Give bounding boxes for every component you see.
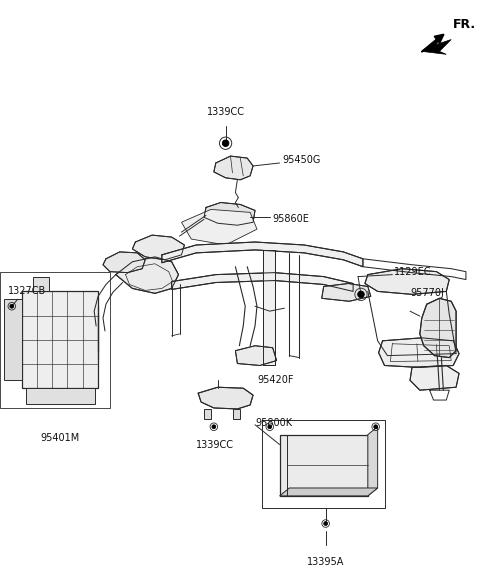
- Polygon shape: [26, 388, 95, 404]
- Polygon shape: [233, 409, 240, 419]
- Text: 95420F: 95420F: [257, 375, 293, 385]
- Polygon shape: [204, 409, 211, 419]
- Polygon shape: [172, 273, 353, 291]
- Polygon shape: [22, 291, 98, 388]
- Circle shape: [324, 521, 327, 525]
- Polygon shape: [422, 35, 451, 55]
- Circle shape: [212, 425, 216, 429]
- Text: 13395A: 13395A: [307, 557, 344, 567]
- Bar: [0, 272, 110, 408]
- Polygon shape: [263, 250, 275, 365]
- Polygon shape: [379, 338, 459, 367]
- Circle shape: [374, 425, 378, 429]
- Text: 1339CC: 1339CC: [206, 107, 245, 116]
- Polygon shape: [420, 298, 456, 358]
- Polygon shape: [279, 435, 368, 496]
- Polygon shape: [198, 387, 253, 409]
- Polygon shape: [103, 252, 145, 273]
- Circle shape: [358, 291, 364, 298]
- Polygon shape: [181, 210, 257, 245]
- Polygon shape: [204, 203, 255, 225]
- Text: FR.: FR.: [453, 18, 476, 31]
- Polygon shape: [279, 488, 378, 496]
- Text: 1129EC: 1129EC: [394, 266, 432, 277]
- Text: 95860E: 95860E: [273, 214, 310, 224]
- Polygon shape: [116, 257, 179, 294]
- Polygon shape: [322, 283, 371, 301]
- Polygon shape: [33, 277, 49, 291]
- Polygon shape: [162, 242, 363, 267]
- Text: 95800K: 95800K: [255, 418, 292, 428]
- Text: 95770J: 95770J: [410, 289, 444, 298]
- Circle shape: [10, 304, 13, 308]
- Text: 1339CC: 1339CC: [196, 440, 234, 449]
- Polygon shape: [4, 299, 22, 381]
- Polygon shape: [410, 365, 459, 390]
- Polygon shape: [365, 269, 449, 294]
- Polygon shape: [214, 156, 253, 180]
- Text: 1327CB: 1327CB: [8, 286, 46, 296]
- Circle shape: [268, 425, 272, 429]
- Polygon shape: [368, 427, 378, 496]
- Text: 95450G: 95450G: [283, 155, 321, 165]
- Polygon shape: [132, 235, 184, 260]
- Polygon shape: [235, 346, 276, 365]
- Circle shape: [222, 140, 229, 147]
- Text: 95401M: 95401M: [40, 433, 80, 442]
